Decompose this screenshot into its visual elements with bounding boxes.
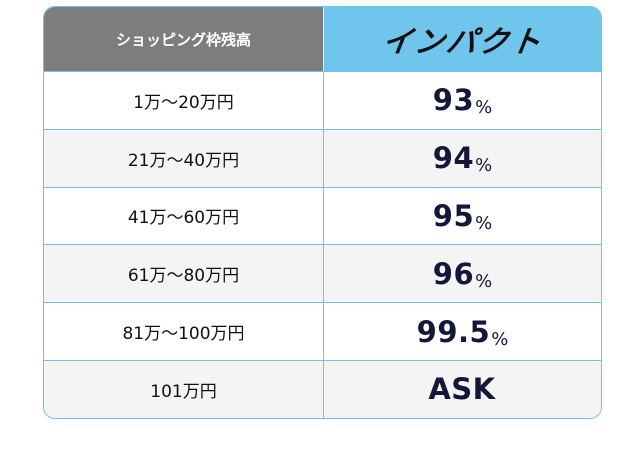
rate-value: 94	[432, 141, 475, 176]
table-row: 81万〜100万円 99.5%	[44, 302, 601, 360]
brand-logo: インパクト	[379, 25, 545, 60]
rate-cell: 95%	[324, 188, 601, 245]
rate-value: 96	[432, 256, 475, 291]
brand-logo-cell: インパクト	[324, 7, 601, 71]
rate-table: ショッピング枠残高 インパクト 1万〜20万円 93% 21万〜40万円 94%…	[43, 6, 602, 419]
rate-unit: %	[475, 97, 493, 119]
rate-cell: 99.5%	[324, 303, 601, 360]
range-cell: 81万〜100万円	[44, 303, 324, 360]
range-cell: 61万〜80万円	[44, 245, 324, 303]
range-cell: 41万〜60万円	[44, 187, 324, 245]
table-header-row: ショッピング枠残高 インパクト	[44, 7, 601, 71]
table-row: 21万〜40万円 94%	[44, 128, 601, 187]
range-cell: 1万〜20万円	[44, 72, 324, 129]
rate-unit: %	[475, 155, 493, 177]
rate-value: ASK	[428, 372, 496, 407]
rate-cell: 96%	[324, 245, 601, 302]
range-cell: 101万円	[44, 360, 324, 418]
rate-cell: 94%	[324, 130, 601, 187]
rate-value: 99.5	[416, 314, 491, 349]
rate-cell: ASK	[324, 361, 601, 418]
rate-value: 93	[432, 83, 475, 118]
table-row: 101万円 ASK	[44, 359, 601, 418]
table-row: 1万〜20万円 93%	[44, 71, 601, 129]
table-row: 61万〜80万円 96%	[44, 244, 601, 303]
rate-unit: %	[491, 328, 509, 350]
range-cell: 21万〜40万円	[44, 129, 324, 187]
rate-cell: 93%	[324, 72, 601, 129]
rate-unit: %	[475, 270, 493, 292]
table-row: 41万〜60万円 95%	[44, 186, 601, 245]
header-balance-label: ショッピング枠残高	[44, 7, 324, 71]
rate-value: 95	[432, 198, 475, 233]
rate-unit: %	[475, 212, 493, 234]
